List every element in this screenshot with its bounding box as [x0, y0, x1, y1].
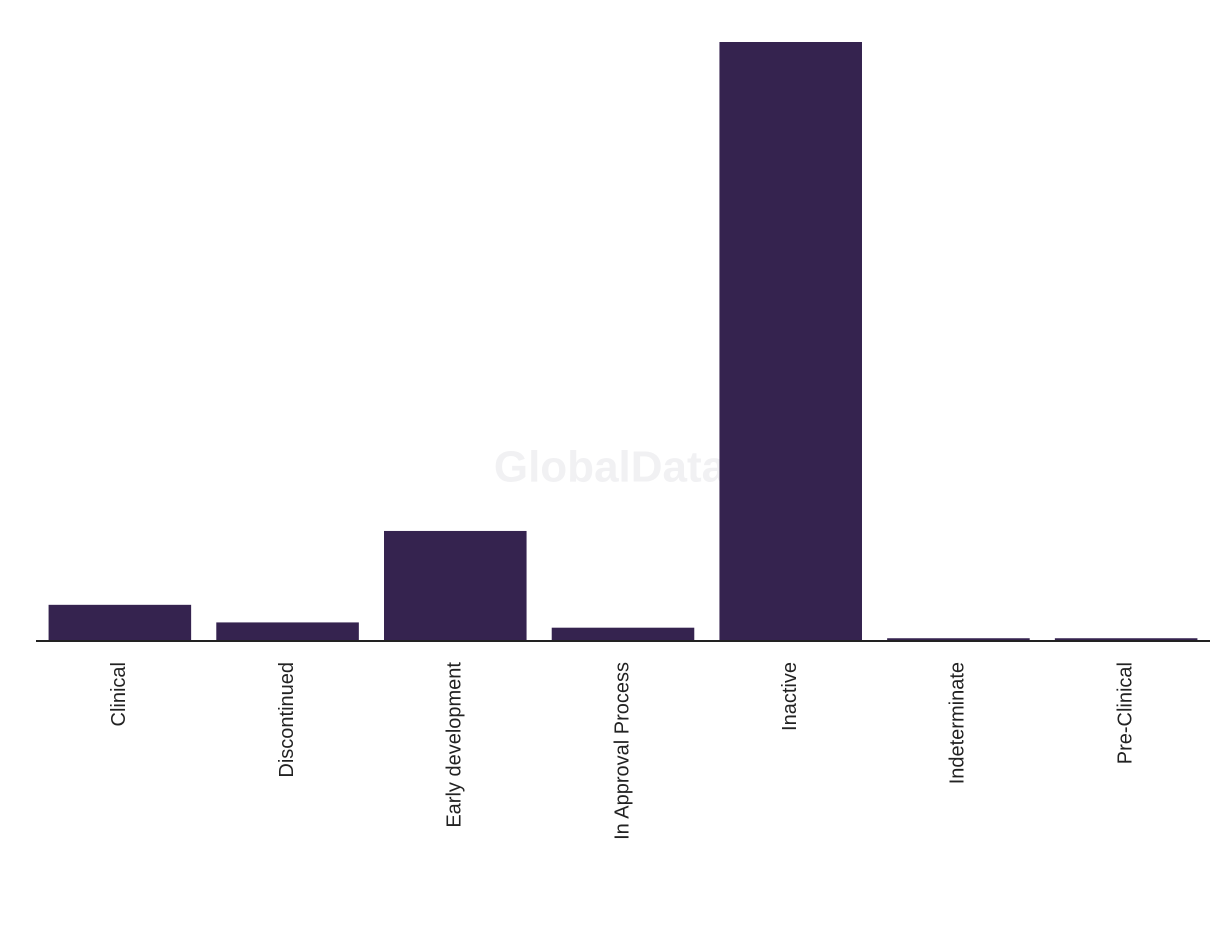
- x-tick-label: Early development: [444, 662, 466, 828]
- bar: [384, 530, 527, 640]
- bar: [551, 627, 695, 640]
- x-tick-label: In Approval Process: [611, 662, 633, 840]
- bar: [887, 638, 1030, 640]
- x-tick-label: Pre-Clinical: [1114, 662, 1136, 764]
- watermark: GlobalData: [494, 443, 727, 492]
- bar: [719, 42, 862, 640]
- bar: [216, 622, 359, 640]
- x-tick-label: Clinical: [108, 662, 130, 726]
- x-tick-label: Indeterminate: [947, 662, 969, 784]
- x-tick-label: Inactive: [779, 662, 801, 731]
- bar: [1054, 638, 1198, 640]
- x-tick-label: Discontinued: [276, 662, 298, 778]
- bar: [48, 604, 192, 640]
